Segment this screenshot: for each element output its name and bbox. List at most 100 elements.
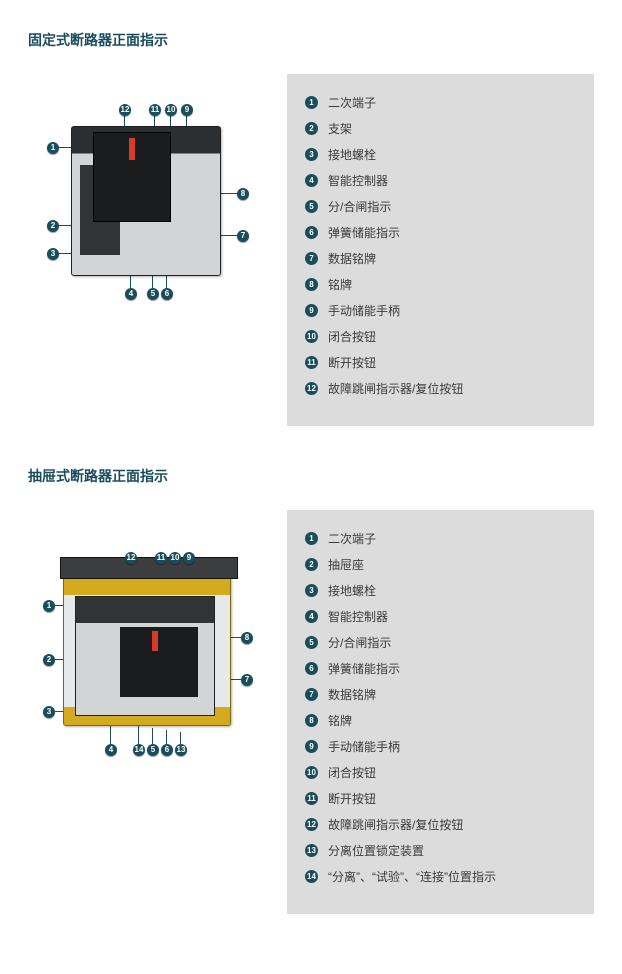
- legend-item: 8铭牌: [305, 276, 578, 293]
- legend-text: 铭牌: [328, 712, 352, 729]
- section-drawout-breaker: 抽屉式断路器正面指示 1234567891011121314 1二次端子2抽屉座…: [28, 466, 594, 914]
- callout-marker: 1: [43, 600, 55, 612]
- callout-marker: 4: [105, 744, 117, 756]
- callout-marker: 7: [241, 674, 253, 686]
- callout-marker: 1: [47, 142, 59, 154]
- legend-text: 断开按钮: [328, 790, 376, 807]
- legend-bullet: 3: [305, 584, 318, 597]
- legend-item: 7 数据铭牌: [305, 250, 578, 267]
- legend-item: 5 分/合闸指示: [305, 198, 578, 215]
- legend-bullet: 5: [305, 200, 318, 213]
- legend-item: 11 断开按钮: [305, 790, 578, 807]
- legend-item: 8 铭牌: [305, 712, 578, 729]
- legend-item: 3接地螺栓: [305, 146, 578, 163]
- callout-marker: 9: [183, 552, 195, 564]
- device-indicator: [129, 138, 135, 160]
- legend-text: 手动储能手柄: [328, 738, 400, 755]
- legend-bullet: 10: [305, 766, 318, 779]
- device-panel: [120, 627, 198, 697]
- legend-text: 智能控制器: [328, 608, 388, 625]
- device-figure: 1234567891011121314: [33, 526, 258, 766]
- section-row: 1234567891011121314 1二次端子2抽屉座3接地螺栓4智能控制器…: [28, 510, 594, 914]
- legend-panel: 1 二次端子 2 支架 3接地螺栓 4 智能控制器 5 分/合闸指示 6弹簧储能指示 7 数据铭牌 8铭…: [287, 74, 594, 426]
- callout-marker: 2: [43, 654, 55, 666]
- legend-panel: 1 二次端子 2 抽屉座 3 接地螺栓 4智能控制器 5 分/合闸指示 6弹簧储能指示 7 数据铭牌 8…: [287, 510, 594, 914]
- legend-item: 11 断开按钮: [305, 354, 578, 371]
- legend-bullet: 7: [305, 688, 318, 701]
- legend-item: 10 闭合按钮: [305, 328, 578, 345]
- callout-marker: 10: [165, 104, 177, 116]
- callout-marker: 6: [161, 288, 173, 300]
- legend-bullet: 8: [305, 278, 318, 291]
- legend-text: 二次端子: [328, 94, 376, 111]
- callout-marker: 7: [237, 230, 249, 242]
- legend-bullet: 4: [305, 174, 318, 187]
- callout-marker: 5: [147, 744, 159, 756]
- legend-bullet: 1: [305, 532, 318, 545]
- callout-marker: 10: [169, 552, 181, 564]
- section-row: 123456789101112 1二次端子2支架3接地螺栓4智能控制器5分/合闸…: [28, 74, 594, 426]
- legend-item: 4 智能控制器: [305, 172, 578, 189]
- legend-bullet: 12: [305, 382, 318, 395]
- legend-item: 10 闭合按钮: [305, 764, 578, 781]
- legend-text: 断开按钮: [328, 354, 376, 371]
- callout-marker: 11: [155, 552, 167, 564]
- legend-text: 闭合按钮: [328, 764, 376, 781]
- legend-bullet: 7: [305, 252, 318, 265]
- legend-item: 4智能控制器: [305, 608, 578, 625]
- callout-marker: 2: [47, 220, 59, 232]
- legend-text: 数据铭牌: [328, 250, 376, 267]
- callout-marker: 9: [181, 104, 193, 116]
- legend-item: 6弹簧储能指示: [305, 224, 578, 241]
- legend-text: 智能控制器: [328, 172, 388, 189]
- legend-bullet: 1: [305, 96, 318, 109]
- section-fixed-breaker: 固定式断路器正面指示 123456789101112 1二次端子2支架3接地螺栓…: [28, 30, 594, 426]
- legend-text: “分离”、“试验”、“连接”位置指示: [328, 868, 496, 885]
- legend-item: 12故障跳闸指示器/复位按钮: [305, 380, 578, 397]
- callout-marker: 6: [161, 744, 173, 756]
- legend-text: 接地螺栓: [328, 146, 376, 163]
- legend-text: 抽屉座: [328, 556, 364, 573]
- legend-bullet: 9: [305, 740, 318, 753]
- legend-item: 7 数据铭牌: [305, 686, 578, 703]
- legend-item: 3 接地螺栓: [305, 582, 578, 599]
- callout-marker: 11: [149, 104, 161, 116]
- device-indicator: [152, 631, 158, 651]
- legend-text: 闭合按钮: [328, 328, 376, 345]
- legend-item: 13分离位置锁定装置: [305, 842, 578, 859]
- legend-text: 接地螺栓: [328, 582, 376, 599]
- legend-text: 分/合闸指示: [328, 634, 391, 651]
- callout-marker: 13: [175, 744, 187, 756]
- legend-bullet: 11: [305, 356, 318, 369]
- section-title: 抽屉式断路器正面指示: [28, 466, 594, 486]
- callout-marker: 12: [119, 104, 131, 116]
- device-inner: [75, 596, 215, 716]
- callout-marker: 4: [125, 288, 137, 300]
- legend-text: 弹簧储能指示: [328, 660, 400, 677]
- callout-marker: 14: [133, 744, 145, 756]
- legend-item: 9 手动储能手柄: [305, 302, 578, 319]
- legend-text: 支架: [328, 120, 352, 137]
- legend-bullet: 14: [305, 870, 318, 883]
- legend-bullet: 10: [305, 330, 318, 343]
- legend-bullet: 2: [305, 122, 318, 135]
- legend-item: 9 手动储能手柄: [305, 738, 578, 755]
- legend-text: 手动储能手柄: [328, 302, 400, 319]
- legend-item: 1 二次端子: [305, 530, 578, 547]
- legend-bullet: 2: [305, 558, 318, 571]
- legend-text: 分/合闸指示: [328, 198, 391, 215]
- callout-marker: 5: [147, 288, 159, 300]
- device-figure: 123456789101112: [33, 90, 258, 330]
- legend-item: 6弹簧储能指示: [305, 660, 578, 677]
- callout-marker: 3: [47, 248, 59, 260]
- callout-marker: 3: [43, 706, 55, 718]
- legend-text: 二次端子: [328, 530, 376, 547]
- legend-item: 2 支架: [305, 120, 578, 137]
- legend-bullet: 8: [305, 714, 318, 727]
- legend-text: 弹簧储能指示: [328, 224, 400, 241]
- legend-bullet: 5: [305, 636, 318, 649]
- legend-bullet: 11: [305, 792, 318, 805]
- legend-bullet: 9: [305, 304, 318, 317]
- legend-text: 数据铭牌: [328, 686, 376, 703]
- callout-marker: 8: [237, 188, 249, 200]
